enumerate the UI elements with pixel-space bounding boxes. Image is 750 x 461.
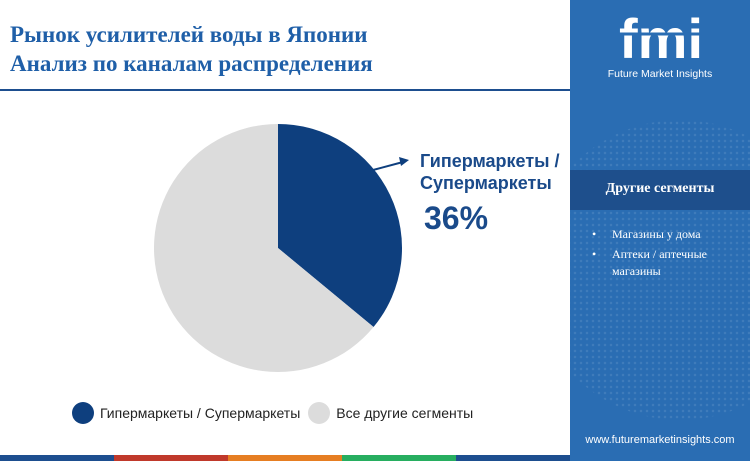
fmi-logo: fmi: [598, 8, 725, 66]
sidebar-heading: Другие сегменты: [605, 181, 715, 196]
color-strip: [0, 455, 570, 461]
pie-slice-0: [278, 124, 402, 328]
sidebar: fmi Future Market Insights Другие сегмен…: [570, 0, 750, 461]
title-line-1: Рынок усилителей воды в Японии: [10, 22, 368, 47]
callout-label-line-1: Гипермаркеты /: [420, 151, 560, 171]
sidebar-item-convenience: Магазины у дома: [592, 226, 742, 243]
pie-slices: [153, 124, 402, 372]
sidebar-item-pharmacy: Аптеки / аптечные магазины: [592, 246, 742, 280]
strip-segment: [114, 455, 228, 461]
page-title: Рынок усилителей воды в Японии Анализ по…: [10, 20, 373, 78]
legend-item-other: Все другие сегменты: [308, 402, 473, 424]
legend-item-hypermarkets: Гипермаркеты / Супермаркеты: [72, 402, 300, 424]
legend-swatch-dark: [72, 402, 94, 424]
callout-label: Гипермаркеты / Супермаркеты: [420, 150, 560, 194]
sidebar-heading-box: [570, 170, 750, 210]
pie-chart: [153, 124, 409, 372]
title-line-2: Анализ по каналам распределения: [10, 51, 373, 76]
logo-text: fmi: [619, 8, 703, 66]
website-url[interactable]: www.futuremarketinsights.com: [585, 434, 735, 446]
main-panel: Рынок усилителей воды в Японии Анализ по…: [0, 20, 570, 461]
callout-arrow: [372, 157, 409, 171]
legend-swatch-grey: [308, 402, 331, 424]
sidebar-list: Магазины у дома Аптеки / аптечные магази…: [592, 226, 742, 283]
pie-slice-1: [153, 124, 374, 372]
strip-segment: [456, 455, 570, 461]
strip-segment: [228, 455, 342, 461]
strip-segment: [342, 455, 456, 461]
title-divider: [0, 89, 570, 91]
chart-legend: Гипермаркеты / Супермаркеты Все другие с…: [72, 402, 481, 424]
legend-label-1: Гипермаркеты / Супермаркеты: [100, 405, 301, 421]
strip-segment: [0, 455, 114, 461]
callout-value: 36%: [424, 200, 489, 236]
legend-label-2: Все другие сегменты: [336, 405, 474, 421]
callout-label-line-2: Супермаркеты: [420, 173, 552, 193]
logo-subtitle: Future Market Insights: [607, 68, 713, 80]
